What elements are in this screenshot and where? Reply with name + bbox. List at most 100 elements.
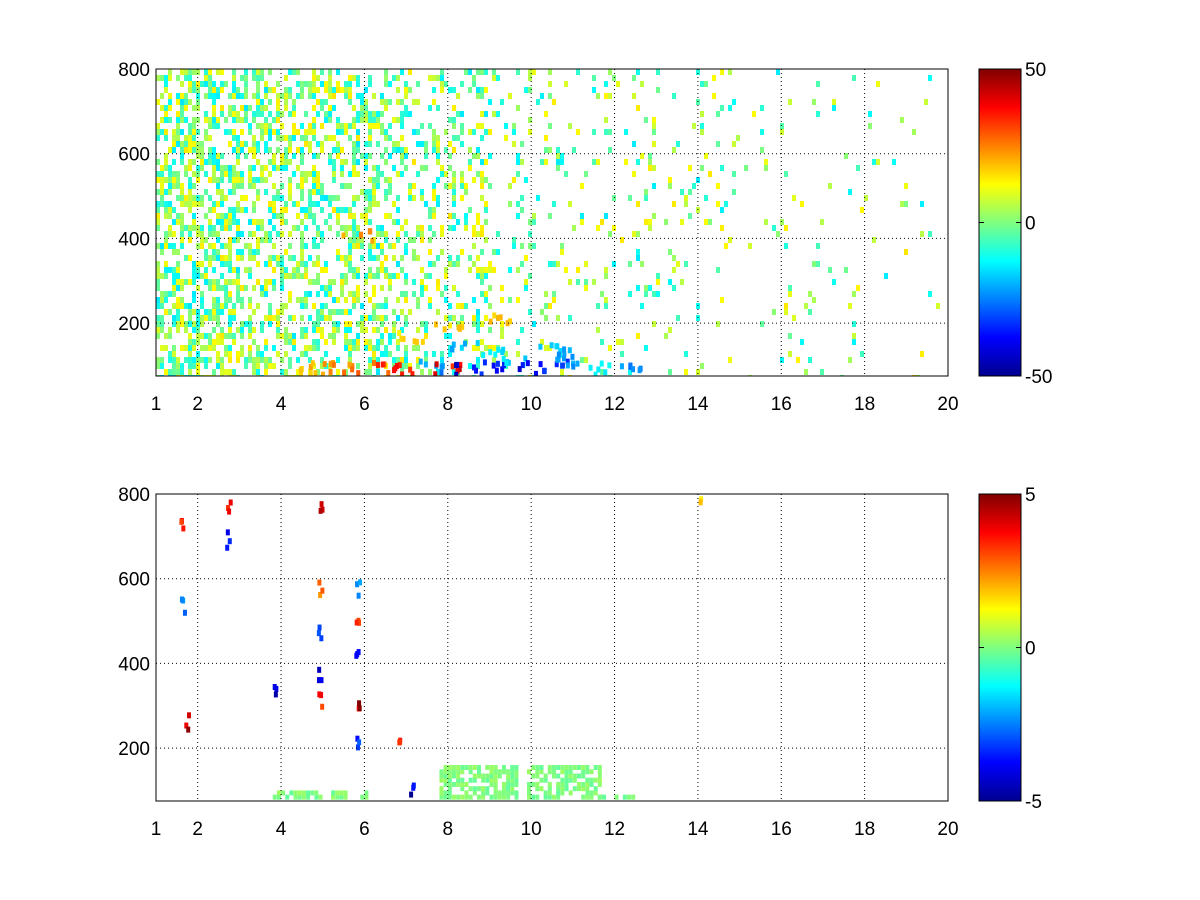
heatmap-cell [524,285,528,291]
heatmap-cell [256,147,260,153]
heatmap-cell [484,273,488,279]
heatmap-cell [316,369,320,375]
heatmap-cell [568,201,572,207]
heatmap-cell [540,93,544,99]
heatmap-cell [428,225,432,231]
heatmap-cell [928,291,932,297]
heatmap-cell [364,291,368,297]
heatmap-cell [332,309,336,315]
heatmap-cell [384,147,388,153]
heatmap-cell [476,171,480,177]
heatmap-cell [204,345,208,351]
heatmap-cell [288,147,292,153]
heatmap-cell [260,135,264,141]
heatmap-cell [592,87,596,93]
heatmap-cell [308,213,312,219]
heatmap-cell [644,195,648,201]
heatmap-cell [188,303,192,309]
heatmap-cell [712,75,716,81]
heatmap-cell [168,189,172,195]
heatmap-cell [356,159,360,165]
heatmap-cell [236,297,240,303]
heatmap-cell [164,165,168,171]
heatmap-cell [452,201,456,207]
heatmap-cell [216,231,220,237]
heatmap-cell [300,147,304,153]
heatmap-cell [392,255,396,261]
heatmap-cell [400,123,404,129]
heatmap-cell [324,117,328,123]
heatmap-cell [352,297,356,303]
colorbar-tick-label: 50 [1025,60,1046,81]
heatmap-cell [352,159,356,165]
heatmap-cell [400,159,404,165]
heatmap-cell [432,213,436,219]
heatmap-cell [433,321,438,328]
heatmap-cell [164,75,168,81]
heatmap-cell [448,225,452,231]
heatmap-cell [192,339,196,345]
heatmap-cell [332,327,336,333]
heatmap-cell [506,769,511,775]
heatmap-cell [452,213,456,219]
heatmap-cell [216,363,220,369]
heatmap-cell [404,297,408,303]
heatmap-cell [168,291,172,297]
heatmap-cell [539,777,544,783]
heatmap-cell [452,117,456,123]
heatmap-cell [481,794,486,800]
heatmap-cell [420,225,424,231]
heatmap-cell [528,231,532,237]
heatmap-cell [312,171,316,177]
heatmap-cell [492,75,496,81]
heatmap-cell [452,123,456,129]
heatmap-cell [232,189,236,195]
heatmap-cell [228,315,232,321]
heatmap-cell [220,219,224,225]
heatmap-cell [700,363,704,369]
heatmap-cell [212,93,216,99]
heatmap-cell [184,141,188,147]
heatmap-cell [180,153,184,159]
heatmap-cell [372,345,376,351]
heatmap-cell [216,153,220,159]
heatmap-cell [484,207,488,213]
heatmap-cell [443,781,448,787]
heatmap-cell [764,165,768,171]
heatmap-cell [517,366,522,373]
heatmap-cell [172,357,176,363]
heatmap-cell [200,159,204,165]
heatmap-cell [376,231,380,237]
heatmap-cell [424,153,428,159]
heatmap-cell [360,794,365,800]
heatmap-cell [504,123,508,129]
heatmap-cell [180,99,184,105]
heatmap-cell [164,201,168,207]
heatmap-cell [384,297,388,303]
heatmap-cell [188,207,192,213]
heatmap-cell [312,345,316,351]
heatmap-cell [552,765,556,771]
heatmap-cell [276,81,280,87]
heatmap-cell [216,183,220,189]
heatmap-cell [312,105,316,111]
heatmap-cell [288,159,292,165]
heatmap-cell [331,790,336,796]
heatmap-cell [168,147,172,153]
heatmap-cell [208,75,212,81]
heatmap-cell [564,171,568,177]
heatmap-cell [424,141,428,147]
heatmap-cell [456,769,461,775]
heatmap-cell [516,351,520,357]
heatmap-cell [672,267,676,273]
heatmap-cell [236,159,240,165]
heatmap-cell [220,255,224,261]
heatmap-cell [312,213,316,219]
heatmap-cell [780,357,784,363]
heatmap-cell [192,267,196,273]
heatmap-cell [192,69,196,75]
heatmap-cell [244,111,248,117]
heatmap-cell [308,364,313,371]
heatmap-cell [272,363,276,369]
heatmap-cell [512,237,516,243]
